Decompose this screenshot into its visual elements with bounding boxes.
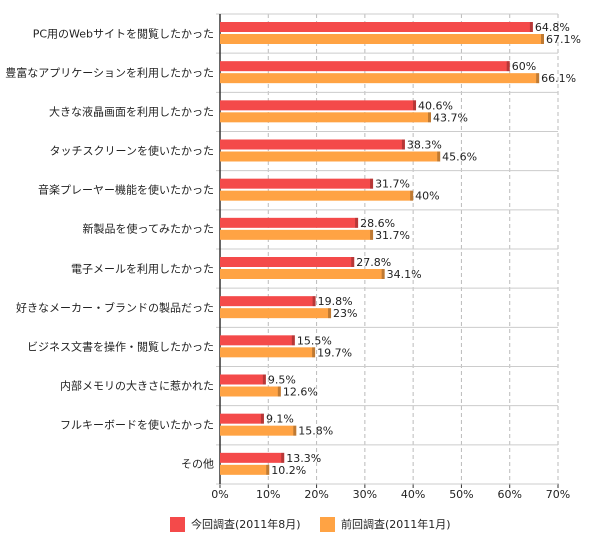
value-label: 19.8% — [318, 295, 353, 308]
value-label: 28.6% — [360, 217, 395, 230]
x-tick-label: 70% — [546, 488, 570, 501]
value-label: 12.6% — [283, 386, 318, 399]
bar-edge — [413, 100, 417, 111]
bar-edge — [410, 190, 414, 201]
bar-edge — [370, 178, 374, 189]
bar-edge — [370, 229, 374, 240]
bar — [220, 464, 270, 475]
bar — [220, 308, 332, 319]
bar — [220, 22, 533, 32]
legend-swatch — [320, 517, 335, 532]
value-label: 27.8% — [356, 256, 391, 269]
x-tick-label: 0% — [211, 488, 228, 501]
category-label: 新製品を使ってみたかった — [82, 222, 214, 236]
bar-edge — [381, 269, 385, 279]
legend-swatch — [170, 517, 185, 532]
bar-edge — [328, 308, 332, 319]
x-tick-label: 10% — [256, 488, 280, 501]
bar-edge — [262, 374, 266, 385]
bar — [220, 335, 295, 346]
category-label: PC用のWebサイトを閲覧したかった — [32, 27, 214, 41]
bar-edge — [281, 452, 285, 463]
bar — [220, 386, 281, 397]
value-label: 13.3% — [286, 452, 321, 465]
bar — [220, 425, 297, 436]
value-label: 9.1% — [266, 413, 294, 426]
bar-edge — [291, 335, 295, 346]
bar-edge — [355, 217, 359, 228]
bar-edge — [277, 386, 281, 397]
bar — [220, 413, 264, 424]
bar — [220, 347, 316, 358]
bar-edge — [293, 425, 297, 436]
value-label: 31.7% — [375, 229, 410, 242]
bar — [220, 61, 510, 72]
x-tick-label: 50% — [449, 488, 473, 501]
value-label: 9.5% — [268, 374, 296, 387]
bar-edge — [312, 296, 316, 307]
category-label: フルキーボードを使いたかった — [60, 418, 214, 432]
value-label: 38.3% — [407, 139, 442, 152]
bar — [220, 452, 285, 463]
value-label: 66.1% — [541, 72, 576, 85]
bar-edge — [401, 139, 405, 150]
bar — [220, 151, 441, 162]
bar — [220, 217, 359, 228]
category-label: 電子メールを利用したかった — [71, 262, 214, 276]
bar-edge — [437, 151, 441, 162]
value-label: 40% — [415, 190, 439, 203]
bar-edge — [529, 22, 533, 32]
legend-label: 今回調査(2011年8月) — [191, 517, 301, 531]
bar — [220, 190, 414, 201]
bar — [220, 100, 417, 111]
x-tick-label: 40% — [401, 488, 425, 501]
category-label: 内部メモリの大きさに惹かれた — [60, 379, 214, 393]
bar-edge — [540, 34, 544, 44]
value-label: 45.6% — [442, 151, 477, 164]
bar — [220, 269, 385, 279]
bar-edge — [536, 73, 540, 84]
category-label: タッチスクリーンを使いたかった — [49, 144, 214, 158]
bar — [220, 112, 432, 123]
bar — [220, 34, 544, 44]
bar-edge — [260, 413, 264, 424]
category-label: 豊富なアプリケーションを利用したかった — [5, 66, 214, 80]
legend-label: 前回調査(2011年1月) — [341, 517, 451, 531]
value-label: 15.5% — [297, 334, 332, 347]
value-label: 15.8% — [298, 425, 333, 438]
value-label: 19.7% — [317, 346, 352, 359]
bar — [220, 178, 374, 189]
x-tick-label: 20% — [304, 488, 328, 501]
x-tick-label: 60% — [497, 488, 521, 501]
value-label: 34.1% — [387, 268, 422, 281]
bar-edge — [266, 464, 270, 475]
value-label: 31.7% — [375, 178, 410, 191]
category-label: その他 — [181, 457, 214, 471]
bar-edge — [428, 112, 432, 123]
bar — [220, 229, 374, 240]
category-label: 音楽プレーヤー機能を使いたかった — [38, 183, 214, 197]
x-tick-label: 30% — [353, 488, 377, 501]
bar — [220, 296, 316, 307]
value-label: 60% — [512, 60, 536, 73]
value-label: 23% — [333, 307, 357, 320]
bar — [220, 374, 266, 385]
category-label: 好きなメーカー・ブランドの製品だった — [16, 301, 214, 315]
bar — [220, 139, 405, 150]
bar-edge — [506, 61, 510, 72]
value-label: 40.6% — [418, 99, 453, 112]
category-label: ビジネス文書を操作・閲覧したかった — [27, 340, 214, 354]
bar-edge — [351, 257, 355, 267]
value-label: 64.8% — [535, 21, 570, 34]
bar — [220, 73, 540, 84]
bar-edge — [312, 347, 316, 358]
category-label: 大きな液晶画面を利用したかった — [49, 105, 214, 119]
value-label: 67.1% — [546, 33, 581, 46]
value-label: 43.7% — [433, 111, 468, 124]
bar — [220, 257, 355, 267]
value-label: 10.2% — [271, 464, 306, 477]
